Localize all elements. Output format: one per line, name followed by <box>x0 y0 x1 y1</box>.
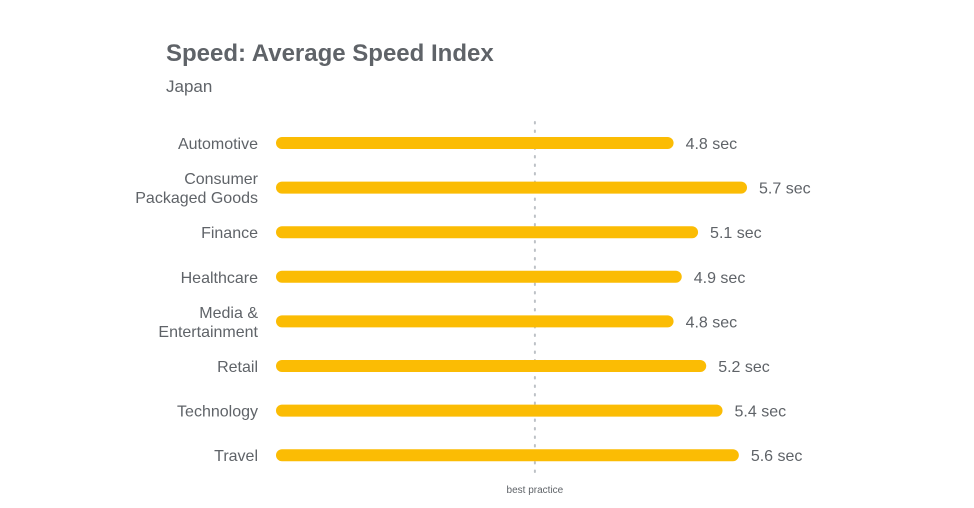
bar <box>276 181 747 194</box>
value-label: 4.8 sec <box>686 136 738 153</box>
bar <box>276 315 674 328</box>
value-label: 5.4 sec <box>735 404 787 421</box>
value-label: 4.9 sec <box>694 270 746 287</box>
value-label: 5.1 sec <box>710 225 762 242</box>
chart-title: Speed: Average Speed Index <box>166 40 494 67</box>
bar <box>276 449 739 462</box>
value-label: 4.8 sec <box>686 314 738 331</box>
category-label: Finance <box>201 225 258 242</box>
bar <box>276 226 699 239</box>
category-label: Consumer <box>184 171 258 188</box>
category-label: Media & <box>199 305 258 322</box>
value-label: 5.6 sec <box>751 448 803 465</box>
value-label: 5.2 sec <box>718 359 770 376</box>
bar <box>276 137 674 149</box>
category-label: Travel <box>214 448 258 465</box>
category-label: Retail <box>217 359 258 376</box>
chart-subtitle: Japan <box>166 77 213 96</box>
best-practice-label: best practice <box>507 485 564 496</box>
category-label: Entertainment <box>158 324 258 341</box>
category-label: Automotive <box>178 136 258 153</box>
bar <box>276 404 723 417</box>
bar <box>276 360 707 372</box>
value-label: 5.7 sec <box>759 181 811 198</box>
bar <box>276 270 682 283</box>
category-label: Packaged Goods <box>135 190 258 207</box>
category-label: Technology <box>177 404 258 421</box>
category-label: Healthcare <box>181 270 258 287</box>
